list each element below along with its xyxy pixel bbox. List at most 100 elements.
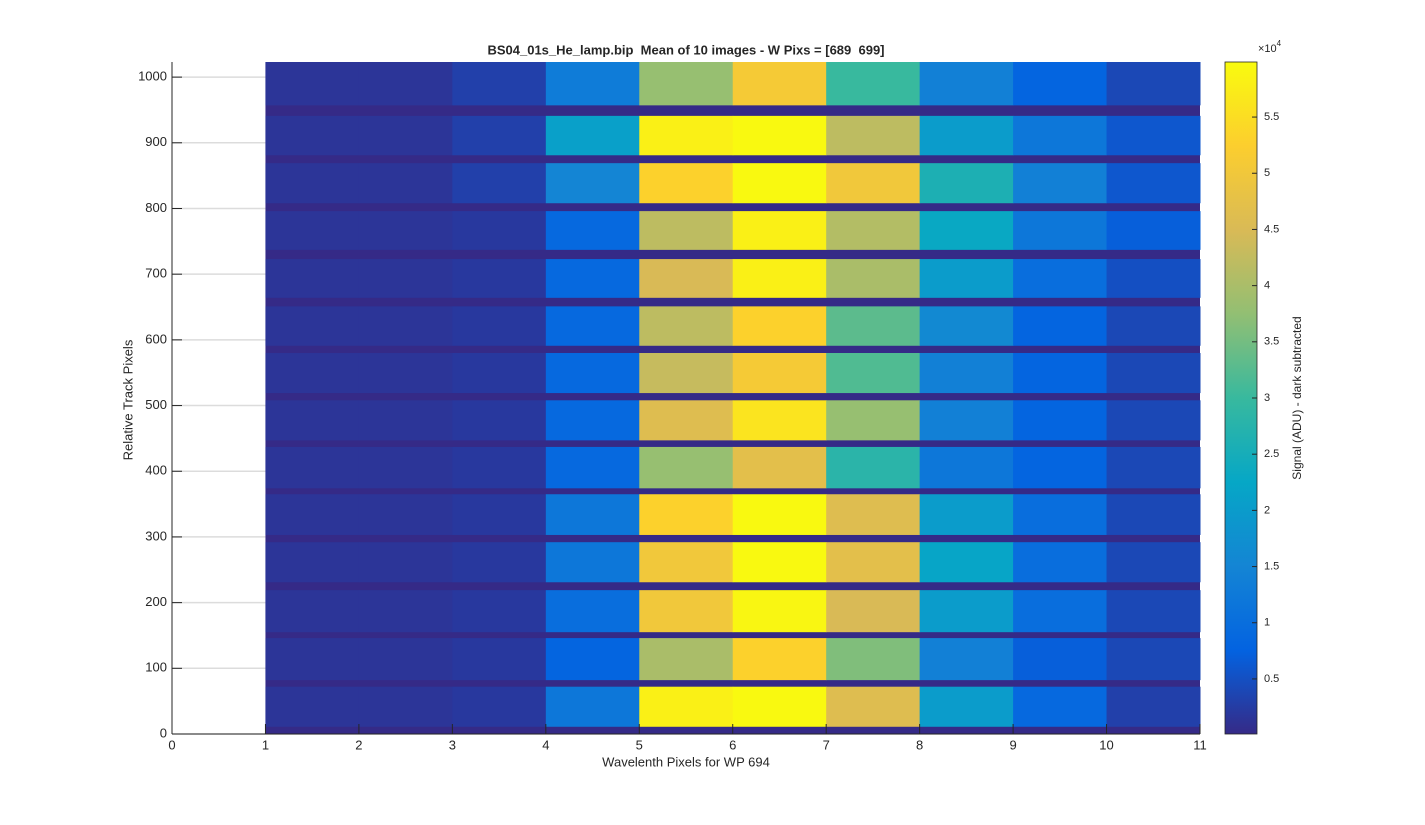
colorbar-label: Signal (ADU) - dark subtracted: [1290, 316, 1304, 479]
heatmap-cell: [1106, 400, 1201, 441]
heatmap-cell: [265, 494, 360, 535]
heatmap-cell: [452, 542, 547, 583]
heatmap-cell: [826, 590, 921, 633]
heatmap-cell: [826, 259, 921, 298]
x-tick-label: 6: [729, 737, 736, 752]
heatmap-cell: [265, 115, 360, 156]
heatmap-cell: [265, 62, 360, 106]
heatmap-cell: [1013, 590, 1108, 633]
heatmap-cell: [826, 494, 921, 535]
heatmap-cell: [1013, 638, 1108, 681]
heatmap-cell: [826, 115, 921, 156]
heatmap-cell: [452, 353, 547, 394]
heatmap-cell: [545, 542, 640, 583]
heatmap-cell: [639, 259, 734, 298]
heatmap-cell: [639, 306, 734, 346]
colorbar: [1224, 61, 1258, 735]
heatmap-cell: [358, 115, 453, 156]
heatmap-cell: [265, 163, 360, 204]
heatmap-cell: [358, 686, 453, 727]
heatmap-cell: [826, 638, 921, 681]
y-tick-label: 500: [145, 397, 167, 412]
heatmap-cell: [452, 163, 547, 204]
colorbar-multiplier: ×104: [1258, 39, 1282, 55]
heatmap-cell: [1106, 686, 1201, 727]
heatmap-cell: [919, 400, 1014, 441]
heatmap-cell: [545, 163, 640, 204]
heatmap-cell: [452, 400, 547, 441]
heatmap-cell: [639, 446, 734, 489]
heatmap-cell: [639, 590, 734, 633]
heatmap-cell: [1013, 211, 1108, 250]
colorbar-tick-label: 4.5: [1264, 223, 1279, 235]
heatmap-cell: [358, 542, 453, 583]
x-tick-label: 7: [823, 737, 830, 752]
heatmap-cell: [732, 446, 827, 489]
heatmap-cell: [265, 638, 360, 681]
x-tick-label: 9: [1009, 737, 1016, 752]
colorbar-tick-label: 4: [1264, 280, 1270, 292]
y-tick-label: 1000: [138, 69, 167, 84]
heatmap-cell: [1013, 686, 1108, 727]
x-tick-label: 0: [168, 737, 175, 752]
heatmap-cell: [1106, 62, 1201, 106]
heatmap-cell: [639, 163, 734, 204]
y-tick-label: 900: [145, 134, 167, 149]
heatmap-cell: [265, 542, 360, 583]
heatmap-cell: [265, 306, 360, 346]
heatmap-cell: [452, 494, 547, 535]
heatmap-cell: [639, 211, 734, 250]
multiplier-exponent: 4: [1277, 39, 1282, 48]
heatmap-cell: [1106, 446, 1201, 489]
colorbar-tick-label: 0.5: [1264, 673, 1279, 685]
heatmap-cell: [358, 163, 453, 204]
heatmap-cell: [358, 353, 453, 394]
heatmap-cell: [452, 306, 547, 346]
colorbar-tick-label: 5: [1264, 167, 1270, 179]
heatmap-cell: [358, 400, 453, 441]
heatmap-cell: [826, 211, 921, 250]
heatmap-cell: [1013, 446, 1108, 489]
heatmap-cell: [1013, 115, 1108, 156]
heatmap-cell: [1013, 259, 1108, 298]
heatmap-cell: [358, 62, 453, 106]
heatmap-cell: [826, 400, 921, 441]
heatmap-cell: [545, 686, 640, 727]
heatmap-cell: [1106, 542, 1201, 583]
y-tick-label: 800: [145, 200, 167, 215]
heatmap-cell: [919, 163, 1014, 204]
x-tick-label: 4: [542, 737, 549, 752]
heatmap-cell: [919, 638, 1014, 681]
x-tick-label: 2: [355, 737, 362, 752]
plot-background: [265, 62, 1200, 734]
y-axis-label: Relative Track Pixels: [120, 339, 135, 460]
heatmap-cell: [1106, 115, 1201, 156]
heatmap-cell: [1013, 400, 1108, 441]
heatmap-cell: [1013, 353, 1108, 394]
x-tick-label: 3: [449, 737, 456, 752]
heatmap-cell: [639, 542, 734, 583]
y-tick-label: 300: [145, 528, 167, 543]
heatmap-cell: [265, 590, 360, 633]
heatmap-cell: [732, 306, 827, 346]
heatmap-cell: [639, 686, 734, 727]
heatmap-cell: [1106, 163, 1201, 204]
heatmap-cell: [545, 400, 640, 441]
heatmap-cell: [545, 62, 640, 106]
heatmap-cell: [452, 686, 547, 727]
heatmap-cell: [919, 115, 1014, 156]
heatmap-cell: [452, 590, 547, 633]
heatmap-cell: [1013, 542, 1108, 583]
heatmap-cell: [265, 259, 360, 298]
x-tick-label: 1: [262, 737, 269, 752]
y-tick-label: 0: [160, 725, 167, 740]
heatmap-cell: [1106, 590, 1201, 633]
heatmap-cell: [545, 353, 640, 394]
heatmap-cell: [358, 306, 453, 346]
heatmap-cell: [545, 115, 640, 156]
heatmap-cell: [358, 446, 453, 489]
heatmap-cell: [452, 62, 547, 106]
heatmap-cell: [826, 306, 921, 346]
heatmap-cell: [639, 638, 734, 681]
y-tick-label: 600: [145, 331, 167, 346]
